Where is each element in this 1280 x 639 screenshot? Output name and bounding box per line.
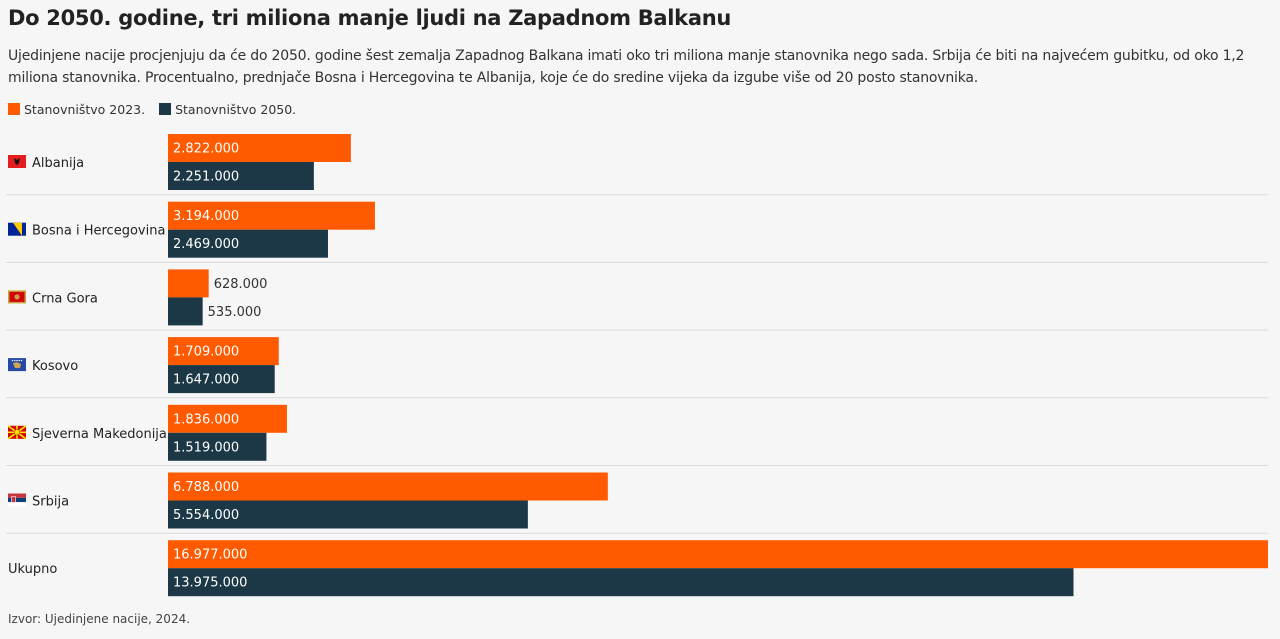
kosovo-flag-icon xyxy=(8,358,26,372)
chart-row-albanija: Albanija 2.822.000 2.251.000 xyxy=(8,134,351,190)
source-note: Izvor: Ujedinjene nacije, 2024. xyxy=(8,612,191,626)
bar-crna-gora-2050 xyxy=(168,297,203,326)
bar-albanija-2023 xyxy=(168,134,351,162)
bar-ukupno-2050 xyxy=(168,568,1074,597)
chart-row-crna-gora: Crna Gora 628.000 535.000 xyxy=(6,261,1268,326)
north-macedonia-flag-icon xyxy=(7,425,27,440)
chart-row-srbija: Srbija 6.788.000 5.554.000 xyxy=(6,465,1268,529)
category-label-ukupno: Ukupno xyxy=(8,562,57,577)
bar-chart: Albanija 2.822.000 2.251.000 Bosna i Herceg… xyxy=(6,134,1268,597)
category-label-crna-gora: Crna Gora xyxy=(32,291,98,306)
chart-row-kosovo: Kosovo 1.709.000 1.647.000 xyxy=(6,329,1268,394)
bosnia-flag-icon xyxy=(8,222,26,236)
legend-label-2023: Stanovništvo 2023. xyxy=(24,101,146,117)
data-label-srbija-2023: 6.788.000 xyxy=(173,480,239,495)
category-label-bosna-i-hercegovina: Bosna i Hercegovina xyxy=(32,224,165,239)
data-label-sjeverna-makedonija-2023: 1.836.000 xyxy=(173,412,239,427)
data-label-bosna-i-hercegovina-2023: 3.194.000 xyxy=(173,209,239,224)
bar-srbija-2050 xyxy=(168,500,528,529)
legend-item-2023: Stanovništvo 2023. xyxy=(8,102,145,117)
data-label-crna-gora-2023: 628.000 xyxy=(214,277,268,292)
legend-item-2050: Stanovništvo 2050. xyxy=(159,102,296,117)
category-label-albanija: Albanija xyxy=(32,156,84,171)
bar-srbija-2023 xyxy=(168,472,608,501)
data-label-kosovo-2023: 1.709.000 xyxy=(173,345,239,360)
chart-row-sjeverna-makedonija: Sjeverna Makedonija 1.836.000 1.519.000 xyxy=(6,397,1268,461)
category-label-srbija: Srbija xyxy=(32,495,69,510)
serbia-flag-icon xyxy=(8,493,26,507)
bar-kosovo-2023 xyxy=(168,337,279,366)
data-label-albanija-2023: 2.822.000 xyxy=(173,142,239,157)
bar-sjeverna-makedonija-2023 xyxy=(168,404,287,433)
data-label-ukupno-2023: 16.977.000 xyxy=(173,548,247,563)
data-label-ukupno-2050: 13.975.000 xyxy=(173,576,247,591)
bar-sjeverna-makedonija-2050 xyxy=(168,432,267,461)
data-label-srbija-2050: 5.554.000 xyxy=(173,508,239,523)
data-label-kosovo-2050: 1.647.000 xyxy=(173,373,239,388)
legend-swatch-2023 xyxy=(8,103,20,115)
legend-swatch-2050 xyxy=(159,103,172,115)
chart-row-ukupno: Ukupno 16.977.000 13.975.000 xyxy=(6,532,1268,597)
data-label-bosna-i-hercegovina-2050: 2.469.000 xyxy=(173,237,239,252)
bar-ukupno-2023 xyxy=(168,540,1268,569)
legend-label-2050: Stanovništvo 2050. xyxy=(175,101,297,117)
montenegro-flag-icon xyxy=(8,290,26,304)
bar-crna-gora-2023 xyxy=(168,269,209,298)
chart-subtitle: Ujedinjene nacije procjenjuju da će do 2… xyxy=(8,48,1245,86)
legend: Stanovništvo 2023. Stanovništvo 2050. xyxy=(8,100,310,118)
data-label-albanija-2050: 2.251.000 xyxy=(173,170,239,185)
category-label-sjeverna-makedonija: Sjeverna Makedonija xyxy=(32,427,167,442)
bar-albanija-2050 xyxy=(168,162,314,190)
data-label-sjeverna-makedonija-2050: 1.519.000 xyxy=(173,440,239,455)
bar-bosna-i-hercegovina-2023 xyxy=(168,201,375,230)
bar-bosna-i-hercegovina-2050 xyxy=(168,229,328,258)
albania-flag-icon xyxy=(8,155,26,168)
chart-title: Do 2050. godine, tri miliona manje ljudi… xyxy=(8,6,732,30)
data-label-crna-gora-2050: 535.000 xyxy=(208,305,262,320)
category-label-kosovo: Kosovo xyxy=(32,359,78,374)
chart-row-bosna-i-hercegovina: Bosna i Hercegovina 3.194.000 2.469.000 xyxy=(6,194,1268,258)
bar-kosovo-2050 xyxy=(168,365,275,394)
